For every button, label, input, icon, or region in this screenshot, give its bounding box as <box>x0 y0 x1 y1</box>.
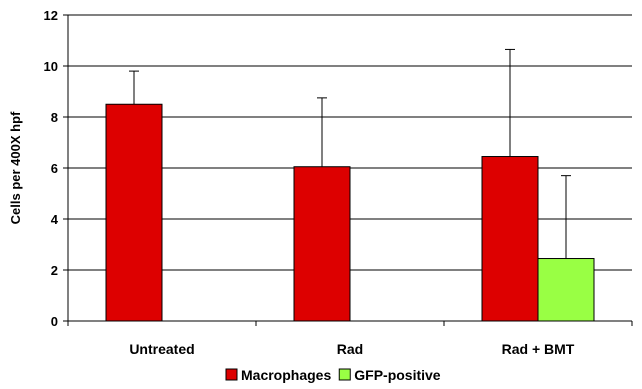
y-axis-title: Cells per 400X hpf <box>8 111 23 224</box>
bar-macrophages <box>105 103 163 322</box>
y-tick-labels: 0 2 4 6 8 10 12 <box>44 8 59 329</box>
y-tick-label: 6 <box>51 161 58 176</box>
x-category-labels: Untreated Rad Rad + BMT <box>129 341 574 357</box>
x-category-label: Rad <box>337 341 363 357</box>
bar-macrophages <box>293 166 351 322</box>
legend-swatch <box>338 368 351 381</box>
x-category-label: Untreated <box>129 341 194 357</box>
legend-label: Macrophages <box>241 367 331 383</box>
y-tick-label: 10 <box>44 59 58 74</box>
error-bars <box>129 48 571 259</box>
bars <box>105 103 595 322</box>
legend-swatch <box>225 368 238 381</box>
legend-label: GFP-positive <box>354 367 441 383</box>
y-tick-label: 0 <box>51 314 58 329</box>
bar-gfp-positive <box>537 258 595 322</box>
y-tick-label: 12 <box>44 8 58 23</box>
y-tick-label: 2 <box>51 263 58 278</box>
y-tick-label: 4 <box>51 212 59 227</box>
y-tick-label: 8 <box>51 110 58 125</box>
x-category-label: Rad + BMT <box>502 341 575 357</box>
bar-macrophages <box>481 156 539 322</box>
legend: Macrophages GFP-positive <box>225 367 441 383</box>
axes <box>63 14 633 326</box>
